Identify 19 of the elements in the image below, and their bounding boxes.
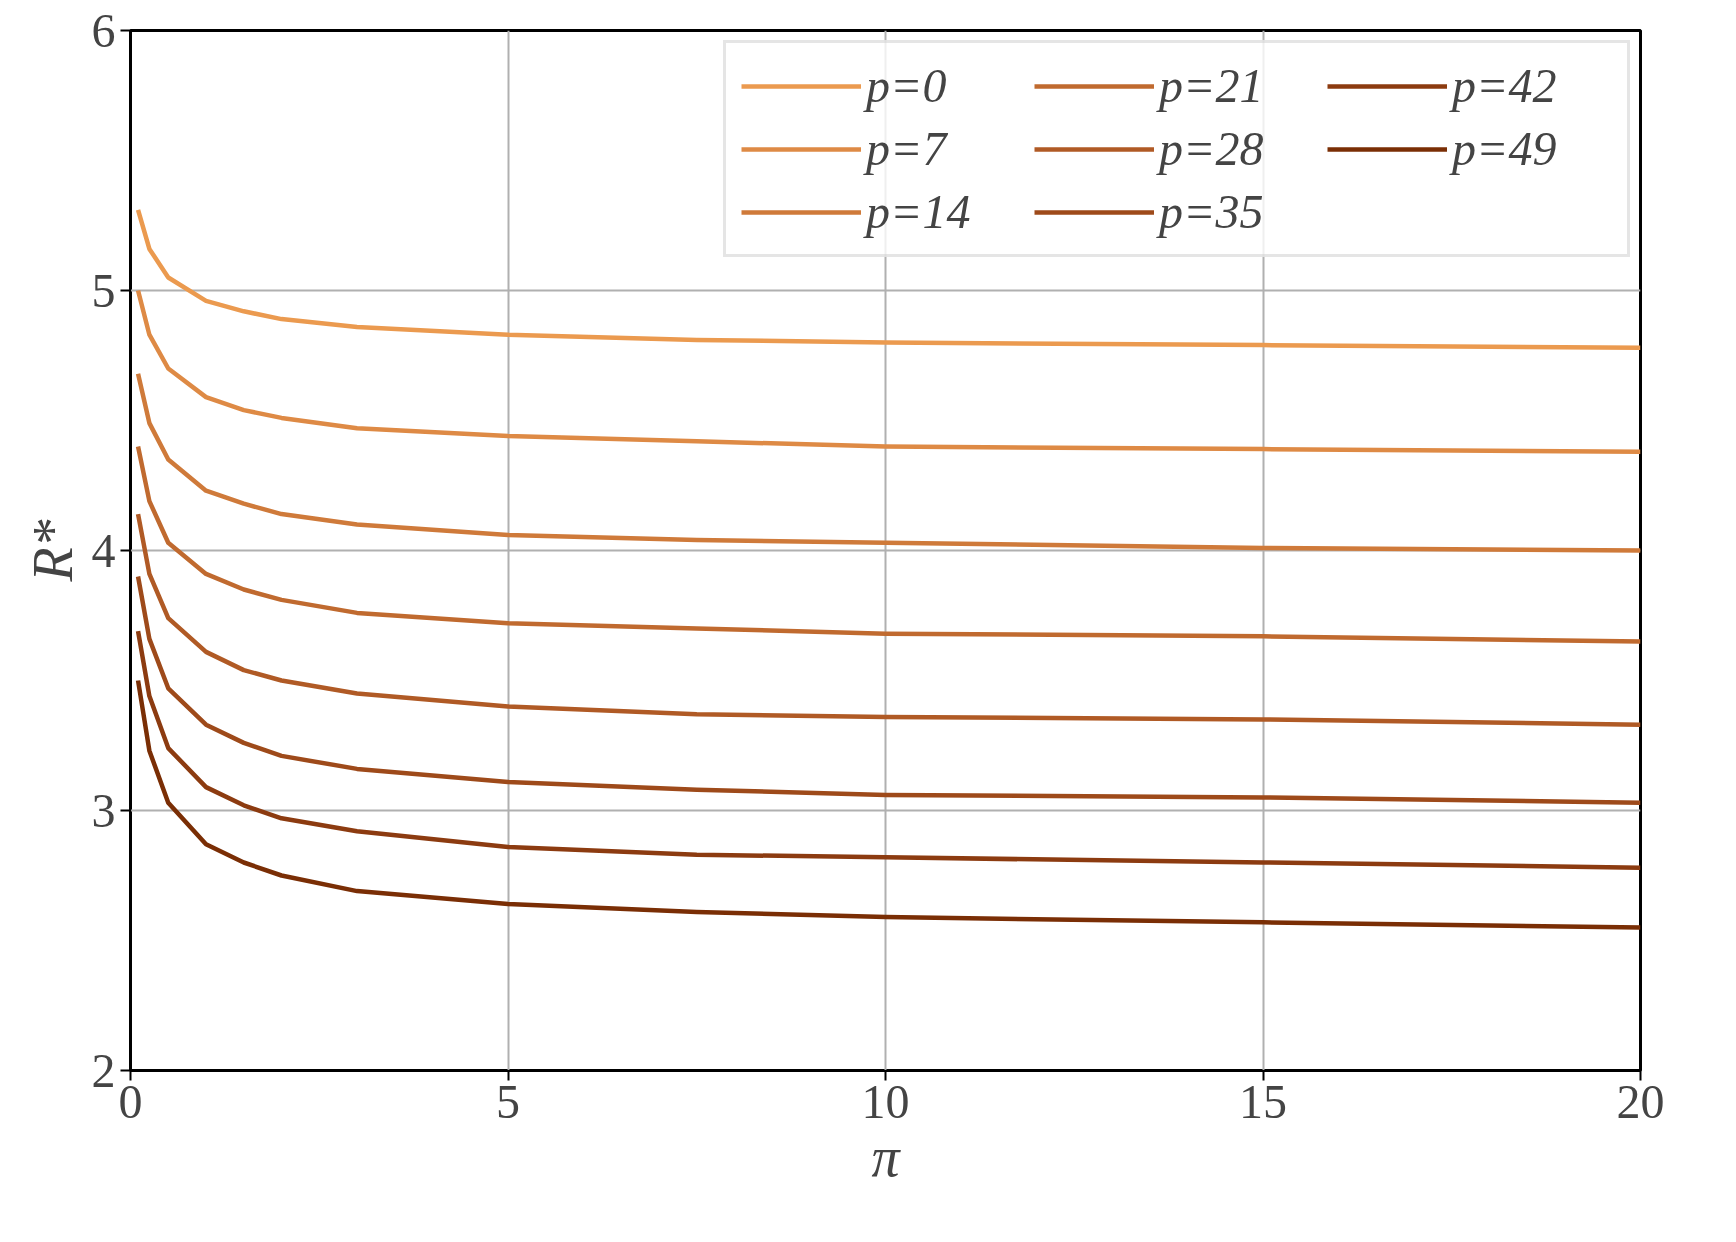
x-tick-label: 20 — [1616, 1074, 1665, 1128]
line-series — [135, 678, 1641, 930]
line-series — [135, 444, 1641, 644]
line-series — [135, 574, 1641, 805]
y-axis-title: R* — [21, 519, 84, 583]
line-series — [135, 371, 1641, 553]
x-tick-label: 15 — [1239, 1074, 1287, 1128]
x-tick-label: 0 — [118, 1074, 143, 1128]
x-axis-title: π — [871, 1125, 902, 1188]
line-series — [135, 628, 1641, 870]
y-tick-label: 6 — [91, 3, 116, 57]
line-series — [135, 511, 1641, 727]
y-tick-label: 4 — [91, 523, 116, 577]
y-tick-label: 5 — [91, 263, 116, 317]
y-tick-label: 2 — [91, 1043, 116, 1097]
y-tick-label: 3 — [91, 783, 116, 837]
line-series — [135, 288, 1641, 454]
x-tick-label: 5 — [496, 1074, 520, 1128]
x-tick-label: 10 — [861, 1074, 910, 1128]
